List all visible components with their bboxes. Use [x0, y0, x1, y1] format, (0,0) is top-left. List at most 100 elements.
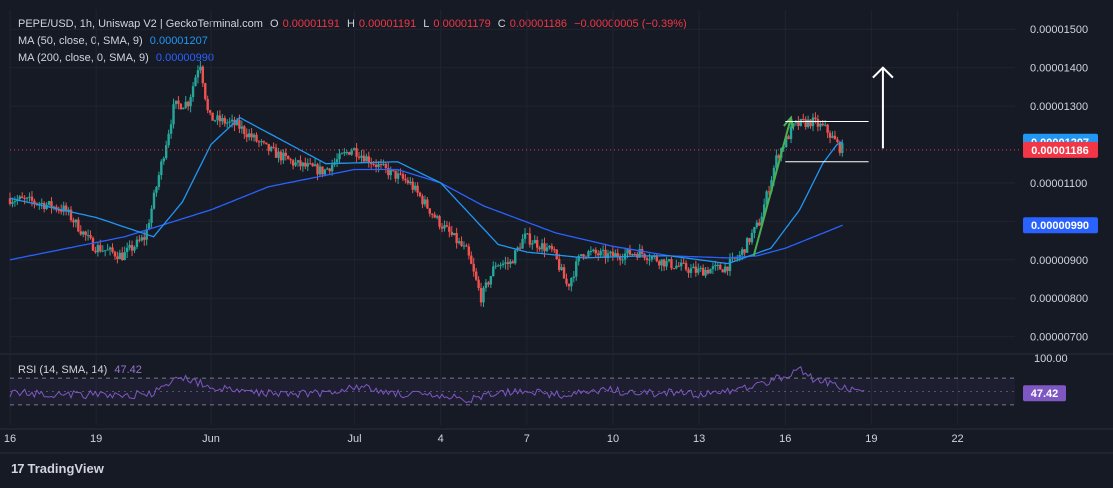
- candle-body: [823, 124, 827, 126]
- candle-body: [384, 163, 388, 168]
- candle-body: [560, 267, 563, 271]
- candle-body: [794, 120, 798, 124]
- candle-body: [638, 249, 641, 258]
- candle-body: [448, 226, 451, 232]
- candle-body: [697, 268, 700, 273]
- candle-body: [328, 168, 331, 172]
- candle-body: [433, 214, 436, 218]
- candle-body: [125, 247, 129, 252]
- candle-body: [457, 241, 461, 244]
- candle-body: [108, 247, 112, 250]
- candle-body: [516, 247, 519, 251]
- candle-body: [274, 147, 278, 158]
- candle-body: [599, 250, 602, 256]
- ma50-value: 0.00001207: [149, 35, 208, 47]
- candle-body: [570, 278, 573, 287]
- candle-body: [692, 266, 695, 269]
- candle-body: [438, 216, 441, 227]
- candle-body: [260, 141, 263, 143]
- candle-body: [172, 104, 175, 125]
- candle-body: [453, 233, 456, 235]
- tradingview-brand[interactable]: 17 TradingView: [11, 461, 104, 476]
- candle-body: [521, 238, 524, 249]
- candle-body: [723, 266, 727, 273]
- candle-body: [655, 255, 658, 262]
- x-tick-label: 13: [693, 433, 705, 445]
- candle-body: [687, 269, 690, 273]
- candle-body: [423, 199, 427, 205]
- candle-body: [784, 136, 788, 148]
- candle-body: [404, 178, 407, 181]
- candle-body: [221, 118, 224, 122]
- candle-body: [255, 134, 258, 142]
- candle-body: [272, 146, 275, 148]
- candle-body: [455, 233, 458, 244]
- candle-body: [96, 245, 100, 253]
- candle-body: [418, 192, 422, 197]
- candle-body: [413, 185, 417, 190]
- candle-body: [370, 163, 373, 165]
- candle-body: [489, 276, 493, 285]
- candle-body: [140, 237, 143, 241]
- candle-body: [482, 287, 485, 303]
- candle-body: [428, 208, 432, 214]
- candle-body: [614, 253, 617, 257]
- candle-body: [374, 164, 378, 168]
- candle-body: [223, 118, 226, 124]
- candle-body: [572, 276, 576, 279]
- candle-body: [679, 262, 683, 267]
- candle-body: [804, 119, 807, 127]
- candle-body: [304, 162, 307, 167]
- candle-body: [201, 66, 205, 84]
- candle-body: [357, 156, 361, 158]
- price-badge-label: 0.00001186: [1031, 145, 1089, 157]
- candle-body: [230, 119, 234, 122]
- candle-body: [826, 124, 829, 133]
- candle-body: [8, 198, 12, 204]
- ma50-legend[interactable]: MA (50, close, 0, SMA, 9) 0.00001207: [18, 35, 212, 47]
- candle-body: [47, 201, 51, 205]
- candle-body: [445, 225, 449, 227]
- candle-body: [287, 155, 290, 160]
- candle-body: [741, 249, 744, 255]
- candle-body: [33, 200, 36, 204]
- candle-body: [348, 152, 351, 155]
- price-badge-label: 0.00000990: [1031, 220, 1089, 232]
- candle-body: [67, 209, 70, 212]
- candle-body: [406, 180, 410, 184]
- candle-body: [792, 123, 795, 127]
- rsi-line: [9, 366, 865, 404]
- candle-body: [565, 278, 568, 284]
- candle-body: [409, 181, 412, 184]
- candle-body: [147, 222, 151, 230]
- candle-body: [269, 146, 273, 151]
- candle-body: [62, 205, 65, 212]
- candle-body: [291, 160, 295, 166]
- ma200-legend[interactable]: MA (200, close, 0, SMA, 9) 0.00000990: [18, 52, 218, 64]
- candle-body: [211, 112, 214, 121]
- candle-body: [548, 245, 551, 248]
- candle-body: [133, 246, 136, 251]
- candle-body: [150, 208, 153, 223]
- candle-body: [311, 163, 314, 167]
- y-tick-label: 0.00000700: [1030, 332, 1088, 344]
- candle-body: [167, 133, 170, 146]
- candle-body: [21, 196, 24, 199]
- indicator-lines: [9, 116, 1022, 265]
- candle-body: [267, 143, 270, 151]
- candle-body: [472, 263, 475, 272]
- candle-body: [69, 209, 73, 221]
- candle-body: [492, 266, 495, 277]
- candle-body: [631, 253, 634, 255]
- candle-body: [152, 192, 156, 209]
- candle-body: [250, 133, 253, 138]
- candle-body: [25, 197, 29, 199]
- rsi-legend[interactable]: RSI (14, SMA, 14) 47.42: [18, 364, 146, 376]
- candle-body: [23, 198, 26, 200]
- ohlc-close: 0.00001186: [509, 18, 568, 30]
- candle-body: [836, 139, 839, 142]
- candle-body: [186, 101, 190, 107]
- candle-body: [689, 268, 693, 273]
- candle-body: [787, 136, 790, 140]
